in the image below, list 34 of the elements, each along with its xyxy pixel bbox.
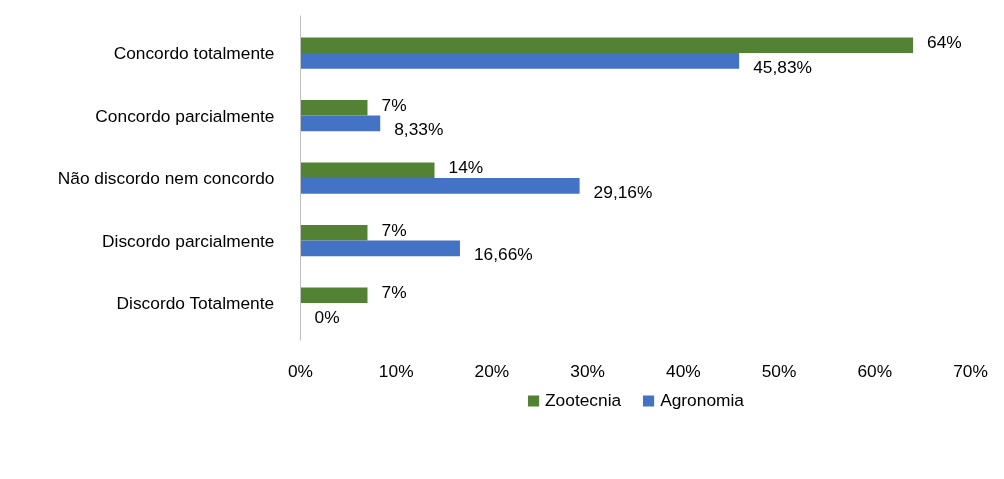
y-tick-label: Discordo parcialmente: [102, 230, 275, 251]
data-label: 7%: [381, 219, 407, 240]
bar: [300, 37, 914, 53]
bar: [300, 53, 740, 69]
x-tick-label: 40%: [666, 360, 701, 381]
x-tick-label: 70%: [953, 360, 988, 381]
data-label: 0%: [314, 306, 340, 327]
x-tick-label: 60%: [857, 360, 893, 381]
data-label: 14%: [448, 157, 484, 178]
data-label: 29,16%: [593, 181, 653, 202]
bar: [300, 99, 368, 116]
bar: [300, 287, 368, 303]
legend-label: Agronomia: [660, 389, 744, 411]
data-label: 64%: [927, 32, 962, 53]
y-tick-label: Não discordo nem concordo: [57, 168, 275, 188]
x-tick-label: 0%: [287, 360, 314, 381]
data-label: 7%: [381, 282, 407, 303]
bar: [300, 162, 435, 178]
y-tick-label: Discordo Totalmente: [116, 293, 275, 313]
bar: [300, 224, 368, 241]
x-tick-label: 20%: [474, 360, 510, 381]
data-label: 7%: [381, 94, 407, 115]
y-tick-label: Concordo totalmente: [113, 43, 275, 63]
data-label: 45,83%: [753, 56, 812, 77]
y-tick-label: Concordo parcialmente: [95, 105, 275, 126]
data-label: 16,66%: [473, 244, 533, 265]
x-tick-label: 50%: [761, 360, 797, 381]
x-tick-label: 30%: [570, 360, 605, 381]
legend-label: Zootecnia: [545, 389, 622, 411]
bar: [300, 115, 381, 132]
bar: [300, 240, 460, 257]
x-tick-label: 10%: [378, 360, 414, 381]
bar: [300, 178, 580, 194]
data-label: 8,33%: [394, 119, 444, 140]
